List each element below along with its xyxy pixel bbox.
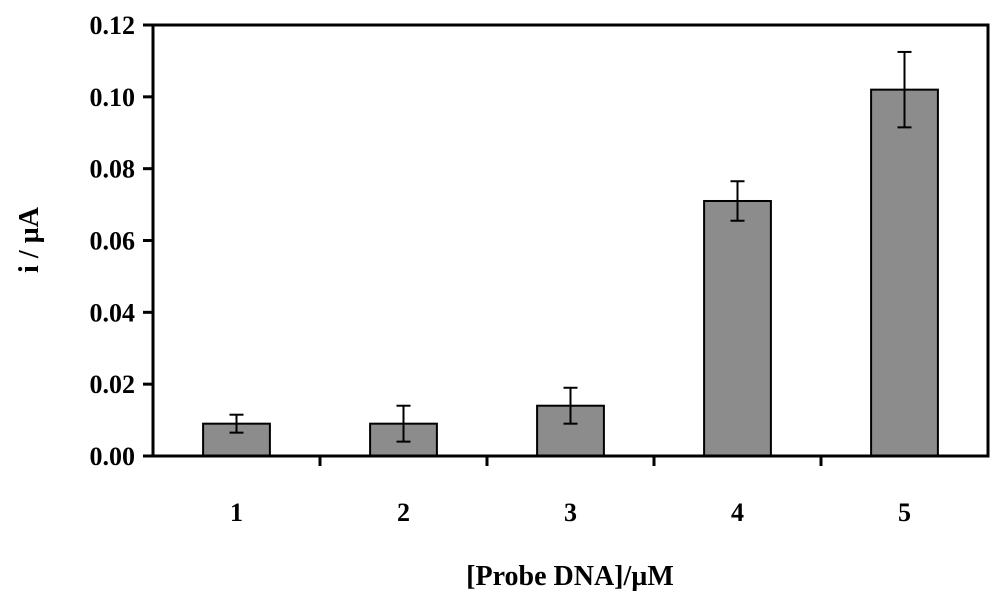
error-bar-1	[229, 413, 244, 434]
y-axis-title: i / µA	[14, 206, 45, 273]
y-tick-label: 0.10	[90, 83, 136, 112]
y-tick-label: 0.12	[90, 11, 136, 40]
y-tick-label: 0.02	[90, 370, 136, 399]
error-bar-2	[396, 404, 411, 443]
error-bar-5	[897, 50, 912, 129]
x-axis-title: [Probe DNA]/µM	[466, 561, 674, 592]
y-axis-ticks: 0.00 0.02 0.04 0.06 0.08 0.10 0.12	[90, 11, 153, 471]
x-tick-label: 4	[731, 498, 744, 527]
y-tick-label: 0.08	[90, 155, 136, 184]
y-tick-label: 0.00	[90, 442, 136, 471]
bar-5	[870, 88, 939, 458]
error-bar-4	[730, 180, 745, 222]
y-tick-label: 0.04	[90, 298, 136, 327]
x-tick-label: 3	[564, 498, 577, 527]
x-tick-label: 2	[397, 498, 410, 527]
x-tick-label: 1	[230, 498, 243, 527]
bar-4	[703, 199, 772, 457]
error-bars	[229, 50, 912, 443]
x-tick-label: 5	[898, 498, 911, 527]
error-bar-3	[563, 386, 578, 425]
plot-frame	[151, 23, 990, 458]
y-tick-label: 0.06	[90, 227, 136, 256]
x-axis-ticks: 1 2 3 4 5	[230, 456, 911, 527]
